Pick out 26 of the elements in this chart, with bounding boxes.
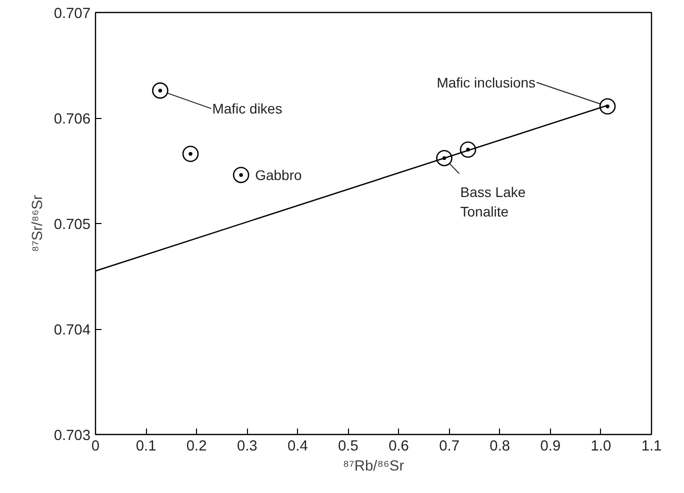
x-tick-label: 0.8: [490, 438, 510, 454]
y-axis-title: ⁸⁷Sr/⁸⁶Sr: [30, 194, 46, 252]
x-tick-label: 0.3: [236, 438, 258, 454]
x-tick-label: 0.9: [540, 438, 561, 454]
annotation: Bass Lake Tonalite: [460, 184, 526, 220]
point: [232, 166, 250, 184]
y-tick-label: 0.705: [54, 217, 91, 233]
x-tick-label: 1.1: [641, 438, 662, 454]
annotation: Mafic dikes: [212, 100, 282, 117]
x-tick-label: 0.4: [287, 438, 308, 454]
point: [182, 146, 199, 162]
y-tick-label: 0.704: [54, 322, 91, 338]
x-axis-title: ⁸⁷Rb/⁸⁶Sr: [342, 458, 404, 474]
y-tick-label: 0.703: [54, 428, 91, 444]
x-tick-label: 0.5: [338, 438, 358, 454]
x-tick-label: 1.0: [590, 438, 612, 454]
x-tick-label: 0.6: [388, 438, 409, 454]
y-tick-label: 0.706: [54, 112, 91, 128]
y-tick-label: 0.707: [54, 6, 91, 22]
x-tick-label: 0.1: [136, 438, 156, 454]
x-tick-label: 0: [91, 438, 100, 454]
annotation: Gabbro: [255, 166, 302, 183]
x-tick-label: 0.2: [186, 438, 207, 454]
point: [152, 82, 168, 99]
x-tick-label: 0.7: [439, 438, 460, 454]
annotation: Mafic inclusions: [436, 74, 536, 90]
